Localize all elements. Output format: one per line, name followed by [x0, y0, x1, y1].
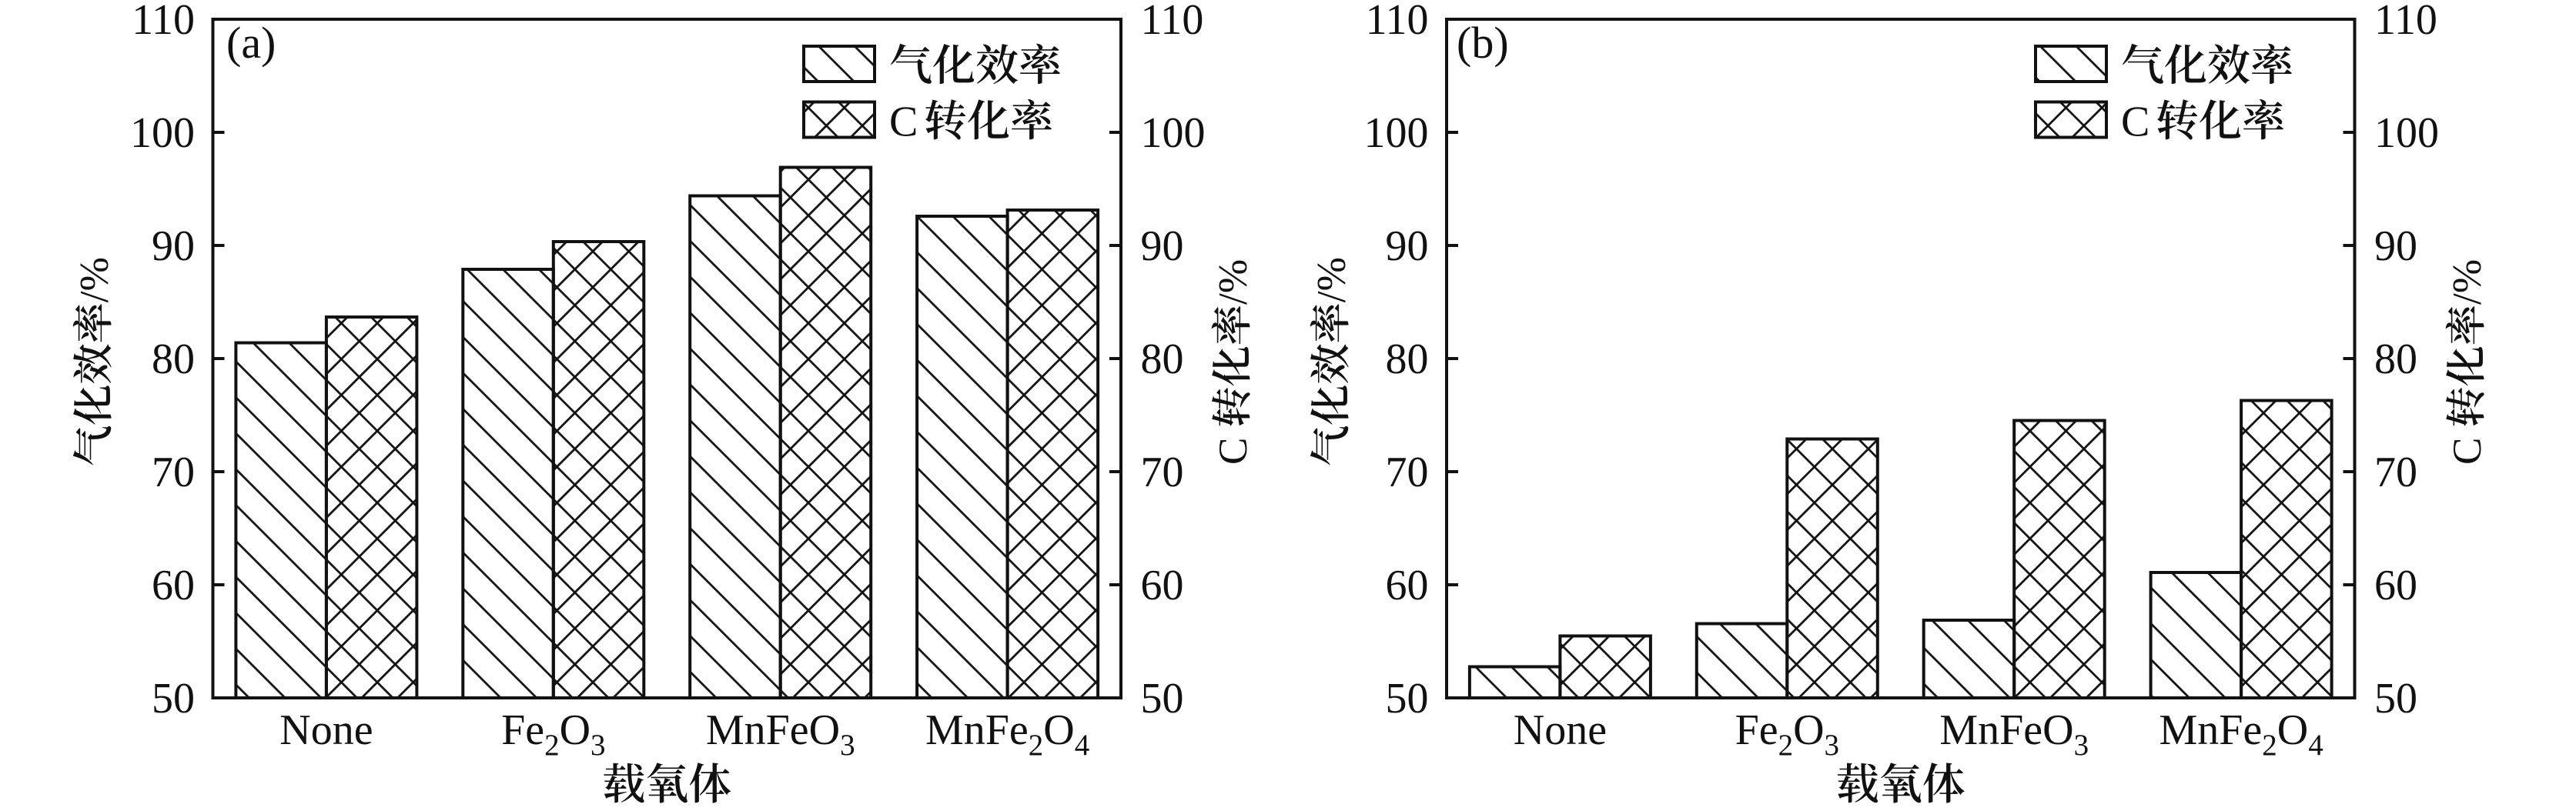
svg-text:60: 60 — [1141, 562, 1184, 609]
svg-text:70: 70 — [1141, 449, 1184, 496]
svg-text:110: 110 — [132, 0, 195, 44]
svg-text:(a): (a) — [226, 18, 276, 68]
svg-text:60: 60 — [2374, 562, 2417, 609]
svg-text:100: 100 — [130, 109, 195, 157]
svg-text:90: 90 — [1386, 222, 1429, 270]
svg-text:C: C — [1210, 438, 1256, 465]
svg-text:80: 80 — [152, 335, 195, 383]
svg-text:50: 50 — [1386, 675, 1429, 723]
svg-text:/%: /% — [72, 257, 117, 302]
svg-text:70: 70 — [2374, 449, 2417, 496]
svg-text:80: 80 — [2374, 335, 2417, 383]
svg-text:110: 110 — [1141, 0, 1204, 44]
svg-text:90: 90 — [2374, 222, 2417, 270]
svg-text:50: 50 — [1141, 675, 1184, 723]
svg-text:C: C — [889, 98, 918, 146]
svg-text:90: 90 — [1141, 222, 1184, 270]
svg-text:/%: /% — [1210, 259, 1256, 305]
svg-text:MnFe2O4: MnFe2O4 — [925, 706, 1089, 762]
svg-text:(b): (b) — [1457, 18, 1509, 68]
svg-text:80: 80 — [1386, 335, 1429, 383]
svg-text:/%: /% — [2444, 259, 2490, 305]
svg-text:70: 70 — [1386, 449, 1429, 496]
svg-text:100: 100 — [2374, 109, 2439, 157]
svg-text:70: 70 — [152, 449, 195, 496]
svg-text:60: 60 — [1386, 562, 1429, 609]
svg-text:100: 100 — [1364, 109, 1429, 157]
svg-text:MnFeO3: MnFeO3 — [706, 706, 855, 762]
svg-text:C: C — [2121, 98, 2149, 146]
svg-text:MnFe2O4: MnFe2O4 — [2159, 706, 2323, 762]
svg-text:C: C — [2444, 438, 2490, 465]
svg-text:MnFeO3: MnFeO3 — [1939, 706, 2089, 762]
svg-text:None: None — [279, 706, 373, 754]
svg-text:50: 50 — [2374, 675, 2417, 723]
svg-text:110: 110 — [1366, 0, 1429, 44]
svg-text:80: 80 — [1141, 335, 1184, 383]
svg-text:/%: /% — [1309, 257, 1354, 302]
svg-text:90: 90 — [152, 222, 195, 270]
svg-text:None: None — [1514, 706, 1607, 754]
svg-text:50: 50 — [152, 675, 195, 723]
svg-text:100: 100 — [1141, 109, 1206, 157]
svg-text:60: 60 — [152, 562, 195, 609]
svg-text:110: 110 — [2374, 0, 2437, 44]
